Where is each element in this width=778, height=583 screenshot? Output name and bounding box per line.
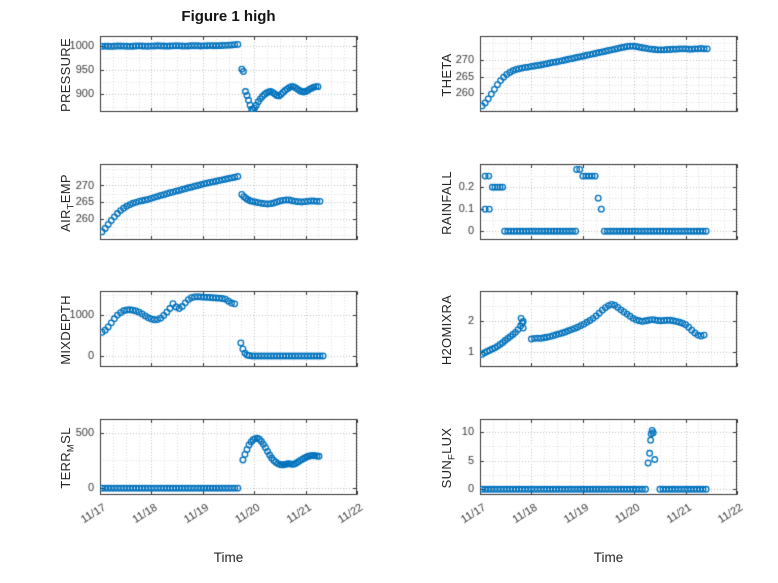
sun-flux-ylabel: SUNFLUX xyxy=(439,427,458,489)
terr-msl-plot xyxy=(44,409,367,573)
sun-flux-plot xyxy=(424,409,747,573)
rainfall-plot xyxy=(424,154,747,256)
pressure-plot xyxy=(44,26,367,128)
mixdepth-plot xyxy=(44,281,367,383)
time-axis-label-left: Time xyxy=(213,550,244,565)
figure-title: Figure 1 high xyxy=(181,8,276,25)
time-axis-label-right: Time xyxy=(593,550,624,565)
h2omixra-plot xyxy=(424,281,747,383)
air-temp-plot xyxy=(44,154,367,256)
terr-msl-ylabel: TERRMSL xyxy=(58,427,77,489)
theta-plot xyxy=(424,26,747,128)
